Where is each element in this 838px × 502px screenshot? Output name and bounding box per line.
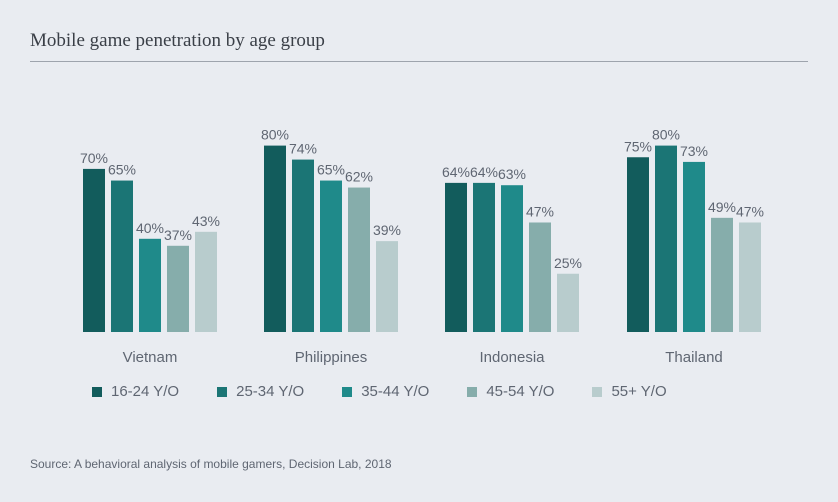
data-label: 74% [289,141,317,157]
legend-item: 16-24 Y/O [92,383,179,400]
bar-indonesia-3 [501,185,523,332]
bar-indonesia-4 [529,222,551,332]
category-label-philippines: Philippines [295,349,368,366]
data-label: 25% [554,255,582,271]
chart-legend: 16-24 Y/O 25-34 Y/O 35-44 Y/O 45-54 Y/O 55+ … [92,383,705,400]
data-label: 70% [80,150,108,166]
legend-swatch [92,386,102,397]
bar-vietnam-1 [83,168,105,332]
legend-swatch [217,386,228,397]
data-label: 75% [624,138,652,154]
data-label: 62% [345,169,373,185]
legend-swatch [467,386,478,397]
data-label: 80% [261,127,289,143]
legend-label: 16-24 Y/O [111,383,180,400]
bar-thailand-3 [683,161,705,332]
bar-indonesia-5 [557,273,579,332]
data-label: 63% [498,166,526,182]
data-label: 47% [736,203,764,219]
legend-item: 35-44 Y/O [342,383,429,400]
bar-vietnam-4 [167,245,189,332]
data-label: 65% [317,162,345,178]
data-label: 80% [652,127,680,143]
legend-label: 45-54 Y/O [486,383,555,400]
legend-swatch [342,386,353,397]
data-label: 64% [470,164,498,180]
category-label-thailand: Thailand [665,349,723,366]
bar-indonesia-2 [473,182,495,332]
bar-philippines-3 [320,180,342,332]
bar-thailand-4 [711,217,733,332]
legend-label: 25-34 Y/O [236,383,305,400]
bar-philippines-5 [376,241,398,332]
legend-label: 55+ Y/O [611,383,667,400]
data-label: 65% [108,162,136,178]
source-note: Source: A behavioral analysis of mobile … [30,457,392,471]
category-label-vietnam: Vietnam [123,349,178,366]
bar-vietnam-3 [139,238,161,332]
data-label: 43% [192,213,220,229]
data-label: 73% [680,143,708,159]
data-label: 37% [164,227,192,243]
bar-thailand-5 [739,222,761,332]
title-divider [30,61,808,62]
data-label: 49% [708,199,736,215]
legend-item: 55+ Y/O [592,383,667,400]
bar-philippines-1 [264,145,286,332]
bar-indonesia-1 [445,182,467,332]
bar-thailand-2 [655,145,677,332]
data-label: 64% [442,164,470,180]
bar-philippines-4 [348,187,370,332]
category-label-indonesia: Indonesia [479,349,545,366]
bar-philippines-2 [292,159,314,332]
chart-title: Mobile game penetration by age group [30,30,325,51]
legend-item: 25-34 Y/O [217,383,304,400]
bar-thailand-1 [627,157,649,332]
legend-label: 35-44 Y/O [361,383,430,400]
data-label: 47% [526,203,554,219]
bar-vietnam-5 [195,231,217,332]
bar-vietnam-2 [111,180,133,332]
legend-swatch [592,386,603,397]
data-label: 39% [373,222,401,238]
legend-item: 45-54 Y/O [467,383,554,400]
data-label: 40% [136,220,164,236]
